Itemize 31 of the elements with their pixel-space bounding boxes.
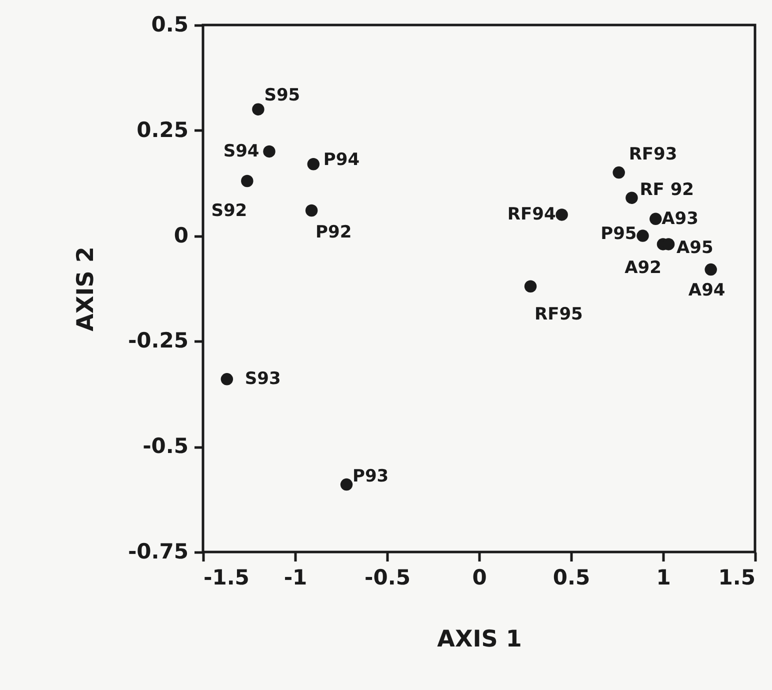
annotation: S95 <box>264 85 300 106</box>
annotation: A93 <box>662 208 698 229</box>
x-axis-title: AXIS 1 <box>437 626 522 652</box>
y-tick-label: -0.25 <box>128 328 188 353</box>
y-axis-title: AXIS 2 <box>72 246 99 332</box>
annotation: S94 <box>223 141 260 162</box>
annotation: P93 <box>352 466 389 487</box>
annotation: P94 <box>323 150 360 170</box>
annotation: RF93 <box>628 144 678 165</box>
annotation: S93 <box>244 369 281 390</box>
annotation: A92 <box>624 258 662 278</box>
annotation: A94 <box>688 280 726 301</box>
x-tick-label: 1 <box>656 566 671 590</box>
annotation: P95 <box>600 224 637 244</box>
annotation: RF95 <box>534 304 583 324</box>
x-tick-label: 1.5 <box>718 566 756 590</box>
x-tick-label: 0.5 <box>552 566 590 590</box>
x-tick-label: -0.5 <box>364 566 410 590</box>
y-tick-label: 0 <box>174 223 188 248</box>
x-tick-label: -1.5 <box>204 566 250 590</box>
annotation: S92 <box>211 200 248 221</box>
y-tick-label: -0.75 <box>128 540 188 564</box>
annotation: RF 92 <box>640 180 694 200</box>
x-tick-label: 0 <box>472 566 487 590</box>
y-tick-label: 0.5 <box>151 12 188 36</box>
x-tick-label: -1 <box>284 566 308 590</box>
annotation: A95 <box>676 238 714 258</box>
y-tick-label: -0.5 <box>142 434 188 458</box>
annotation: P92 <box>316 222 352 243</box>
y-tick-label: 0.25 <box>136 118 188 142</box>
annotation: RF94 <box>507 204 556 225</box>
